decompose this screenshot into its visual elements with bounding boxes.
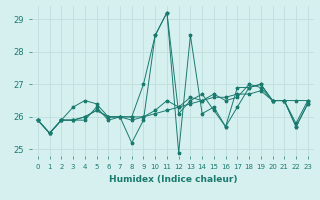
X-axis label: Humidex (Indice chaleur): Humidex (Indice chaleur) bbox=[108, 175, 237, 184]
